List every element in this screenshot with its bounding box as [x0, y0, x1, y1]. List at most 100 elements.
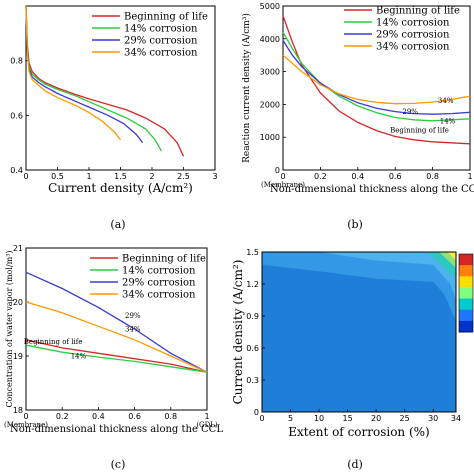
x-tick-label: 0 — [23, 172, 28, 181]
legend-label-2: 29% corrosion — [124, 36, 198, 47]
annotation-bol: Beginning of life — [24, 338, 83, 346]
y-tick-label: 0.3 — [246, 376, 259, 385]
plot-frame — [261, 251, 457, 413]
colorbar-segment-2 — [459, 276, 473, 288]
y-tick-label: 0.6 — [10, 111, 23, 120]
panel-tag-b: (b) — [347, 218, 363, 231]
series-line-1 — [25, 5, 162, 152]
legend-label-3: 34% corrosion — [124, 48, 198, 59]
y-tick-label: 3000 — [260, 68, 280, 77]
series-line-0 — [25, 339, 208, 373]
x-tick-label: 34 — [451, 414, 461, 423]
x-tick-label: 0 — [259, 414, 264, 423]
x-left-note: (Membrane) — [261, 181, 305, 189]
legend-label-2: 29% corrosion — [122, 278, 196, 289]
series-line-2 — [25, 271, 208, 373]
y-tick-label: 18 — [13, 406, 23, 415]
x-tick-label: 0.6 — [389, 172, 402, 181]
annotation-14: 14% — [440, 117, 456, 125]
x-axis-label: Non-dimensional thickness along the CCL — [10, 424, 223, 435]
x-tick-label: 0.8 — [426, 172, 439, 181]
y-tick-label: 0.4 — [10, 166, 23, 175]
panel-tag-c: (c) — [111, 458, 126, 471]
y-tick-label: 20 — [13, 298, 23, 307]
x-tick-label: 2 — [149, 172, 154, 181]
x-axis-label: Current density (A/cm²) — [48, 181, 193, 195]
y-tick-label: 1.5 — [246, 248, 259, 257]
heatmap-hot-3 — [447, 252, 456, 261]
legend-label-0: Beginning of life — [122, 254, 206, 265]
y-tick-label: 4000 — [260, 35, 280, 44]
y-tick-label: 0.6 — [246, 344, 259, 353]
x-right-note: (GDL) — [196, 421, 218, 429]
annotation-29: 29% — [402, 108, 418, 116]
plot-frame — [25, 247, 208, 411]
x-tick-label: 0.6 — [128, 412, 141, 421]
x-tick-label: 0.5 — [51, 172, 64, 181]
y-tick-label: 5000 — [260, 2, 280, 11]
series-line-3 — [25, 301, 208, 373]
y-tick-label: 0.8 — [10, 57, 23, 66]
y-tick-label: 0.9 — [246, 312, 259, 321]
panel-tag-a: (a) — [110, 218, 125, 231]
x-tick-label: 0.4 — [92, 412, 105, 421]
y-axis-label: Concentration of water vapor (mol/m³) — [5, 250, 14, 407]
x-tick-label: 20 — [371, 414, 381, 423]
annotation-34: 34% — [125, 326, 141, 334]
annotation-bol: Beginning of life — [390, 126, 449, 134]
colorbar-segment-0 — [459, 254, 473, 266]
series-line-3 — [282, 54, 471, 105]
panel-c-chart: 0 0.2 0.4 0.6 0.8 1 18 19 20 21 Non-dimensional th… — [4, 244, 223, 435]
x-tick-label: 10 — [314, 414, 324, 423]
y-tick-label: 0 — [275, 166, 280, 175]
x-tick-label: 5 — [288, 414, 293, 423]
x-tick-label: 0.2 — [314, 172, 327, 181]
series-line-0 — [25, 5, 185, 157]
annotation-29: 29% — [125, 312, 141, 320]
x-tick-label: 15 — [342, 414, 352, 423]
x-tick-label: 0.8 — [164, 412, 177, 421]
annotation-14: 14% — [71, 353, 87, 361]
y-tick-label: 1.2 — [246, 280, 259, 289]
legend-label-0: Beginning of life — [124, 12, 208, 23]
x-tick-label: 25 — [400, 414, 410, 423]
legend-label-2: 29% corrosion — [376, 30, 450, 41]
series-line-1 — [282, 31, 471, 122]
y-tick-label: 19 — [13, 352, 23, 361]
y-axis-label: Current density (A/cm²) — [231, 260, 245, 405]
panel-tag-d: (d) — [347, 458, 363, 471]
x-tick-label: 30 — [428, 414, 438, 423]
x-tick-label: 1 — [204, 412, 209, 421]
panel-b-chart: 0 0.2 0.4 0.6 0.8 1 0 1000 2000 3000 4000 5000 Non-d… — [241, 2, 474, 195]
colorbar-segment-3 — [459, 287, 473, 300]
x-left-note: (Membrane) — [4, 421, 48, 429]
series-line-2 — [282, 40, 471, 115]
annotation-34: 34% — [438, 97, 454, 105]
colorbar-segment-6 — [459, 320, 473, 333]
legend-label-1: 14% corrosion — [122, 266, 196, 277]
x-tick-label: 0 — [280, 172, 285, 181]
x-tick-label: 3 — [212, 172, 217, 181]
series-line-3 — [25, 5, 122, 141]
panel-a-chart: 0 0.5 1 1.5 2 2.5 3 0.4 0.6 0.8 Current density (A… — [10, 5, 218, 195]
x-tick-label: 0 — [23, 412, 28, 421]
legend-label-3: 34% corrosion — [122, 290, 196, 301]
plot-frame — [282, 5, 471, 171]
x-axis-label: Extent of corrosion (%) — [288, 425, 429, 439]
y-tick-label: 21 — [13, 244, 23, 253]
x-axis-label: Non-dimensional thickness along the CCL — [270, 184, 474, 195]
y-tick-label: 2000 — [260, 100, 280, 109]
legend-label-0: Beginning of life — [376, 6, 460, 17]
legend-label-1: 14% corrosion — [376, 18, 450, 29]
panel-d-heatmap: 0 5 10 15 20 25 30 34 0 0.3 0.6 0.9 1.2 1.5 Extent of … — [231, 248, 474, 439]
y-axis-label: Reaction current density (A/cm³) — [241, 13, 252, 163]
x-tick-label: 1 — [467, 172, 472, 181]
x-tick-label: 0.2 — [56, 412, 69, 421]
x-tick-label: 0.4 — [351, 172, 364, 181]
y-tick-label: 0 — [254, 408, 259, 417]
heatmap-band-1 — [262, 252, 456, 322]
